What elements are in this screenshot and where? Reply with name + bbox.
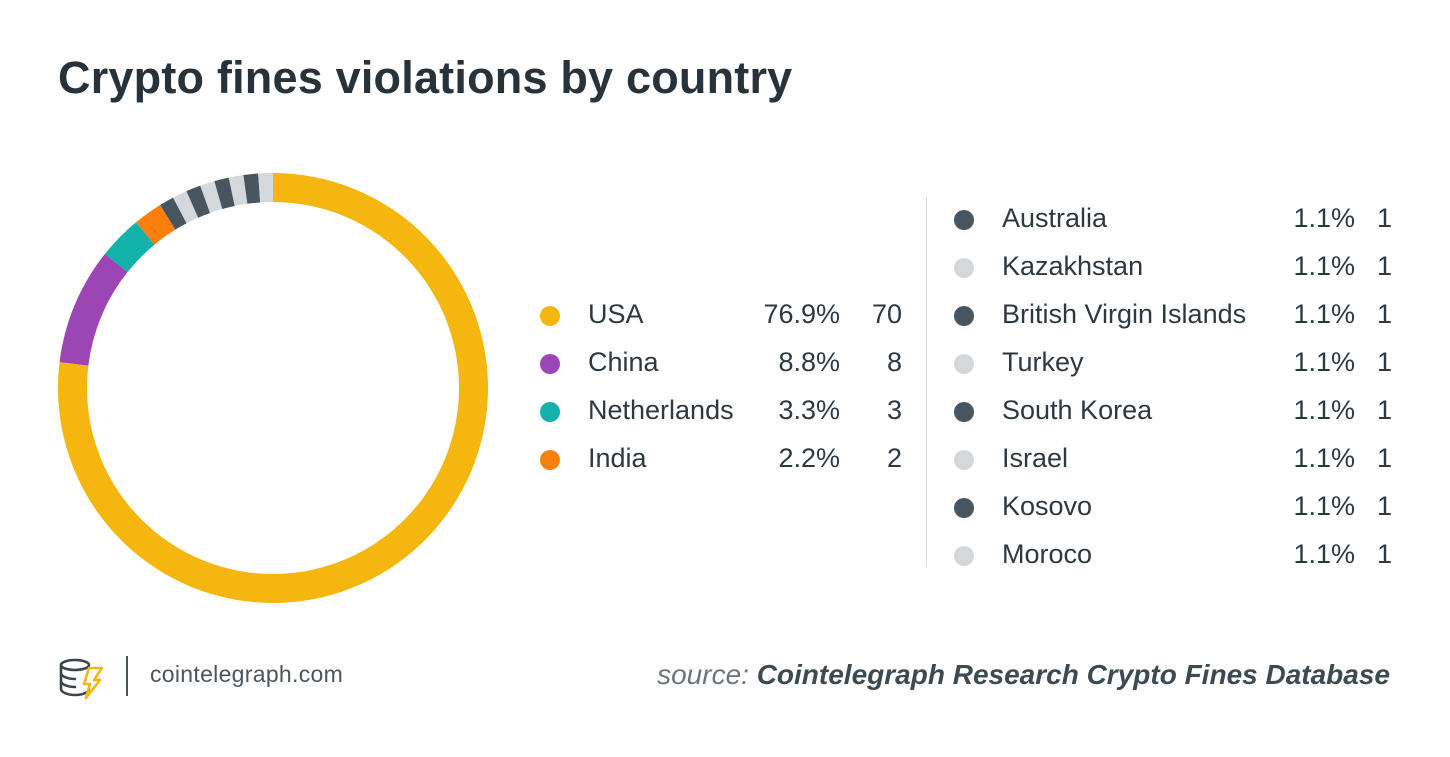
legend-count: 1 [1376,395,1392,425]
legend-item-moroco: Moroco 1.1% 1 [950,531,1400,579]
legend-dot-icon [954,258,974,278]
legend-count: 3 [886,395,902,425]
legend-dot-icon [954,402,974,422]
footer-separator [126,656,128,696]
legend-dot-icon [954,546,974,566]
legend-label: China [588,347,659,377]
donut-slice-south-korea [214,177,235,210]
donut-slice-british-virgin-islands [186,185,211,218]
legend-percentage: 1.1% [1293,443,1355,473]
legend-dot-icon [954,210,974,230]
legend-label: Netherlands [588,395,734,425]
legend-item-kazakhstan: Kazakhstan 1.1% 1 [950,243,1400,291]
legend-item-netherlands: Netherlands 3.3% 3 [536,387,916,435]
donut-slice-kosovo [243,173,261,204]
legend-percentage: 3.3% [778,395,840,425]
legend-label: British Virgin Islands [1002,299,1247,329]
legend-label: Kosovo [1002,491,1093,521]
legend-dot-icon [954,354,974,374]
source-name: Cointelegraph Research Crypto Fines Data… [756,659,1390,690]
legend-item-usa: USA 76.9% 70 [536,291,916,339]
legend-count: 1 [1376,443,1392,473]
footer-site-link[interactable]: cointelegraph.com [150,661,344,687]
legend-label: USA [588,299,644,329]
legend-label: Australia [1002,203,1108,233]
legend-item-kosovo: Kosovo 1.1% 1 [950,483,1400,531]
legend-dot-icon [954,450,974,470]
legend-count: 1 [1376,299,1392,329]
legend-dot-icon [540,354,560,374]
legend-dot-icon [540,450,560,470]
legend-count: 1 [1376,491,1392,521]
legend-item-british-virgin-islands: British Virgin Islands 1.1% 1 [950,291,1400,339]
legend-percentage: 1.1% [1293,251,1355,281]
legend-count: 2 [886,443,902,473]
legend-label: India [588,443,647,473]
legend-percentage: 1.1% [1293,539,1355,569]
legend-divider [926,197,927,567]
legend-label: Moroco [1002,539,1093,569]
legend-count: 70 [871,299,902,329]
cointelegraph-logo-icon [59,658,104,700]
source-credit: source: Cointelegraph Research Crypto Fi… [657,659,1390,691]
source-label: source: [657,659,749,690]
legend-dot-icon [954,498,974,518]
legend-count: 1 [1376,251,1392,281]
chart-title: Crypto fines violations by country [58,52,793,103]
legend-percentage: 2.2% [778,443,840,473]
legend-dot-icon [540,306,560,326]
legend-count: 1 [1376,539,1392,569]
legend-item-south-korea: South Korea 1.1% 1 [950,387,1400,435]
legend-dot-icon [954,306,974,326]
donut-slice-moroco [258,173,273,203]
donut-slice-australia [160,197,187,230]
legend-item-turkey: Turkey 1.1% 1 [950,339,1400,387]
legend-percentage: 1.1% [1293,203,1355,233]
legend-count: 1 [1376,347,1392,377]
legend-percentage: 1.1% [1293,347,1355,377]
legend-dot-icon [540,402,560,422]
donut-slice-turkey [200,181,223,213]
donut-slice-kazakhstan [173,191,199,224]
legend-right: Australia 1.1% 1 Kazakhstan 1.1% 1 British Vir… [950,195,1400,579]
legend-count: 8 [886,347,902,377]
legend-count: 1 [1376,203,1392,233]
donut-chart [58,173,489,603]
legend-label: Kazakhstan [1002,251,1144,281]
donut-slice-india [136,204,176,245]
legend-label: Turkey [1002,347,1084,377]
donut-slice-china [59,253,128,366]
legend-percentage: 1.1% [1293,299,1355,329]
legend-percentage: 1.1% [1293,395,1355,425]
legend-percentage: 8.8% [778,347,840,377]
legend-item-israel: Israel 1.1% 1 [950,435,1400,483]
donut-slice-israel [228,175,248,206]
legend-percentage: 1.1% [1293,491,1355,521]
legend-item-india: India 2.2% 2 [536,435,916,483]
legend-item-china: China 8.8% 8 [536,339,916,387]
legend-item-australia: Australia 1.1% 1 [950,195,1400,243]
legend-left: USA 76.9% 70 China 8.8% 8 Netherlands 3.3% 3 Indi… [536,291,916,483]
donut-slice-netherlands [104,222,155,273]
legend-label: South Korea [1002,395,1153,425]
legend-percentage: 76.9% [763,299,840,329]
legend-label: Israel [1002,443,1069,473]
